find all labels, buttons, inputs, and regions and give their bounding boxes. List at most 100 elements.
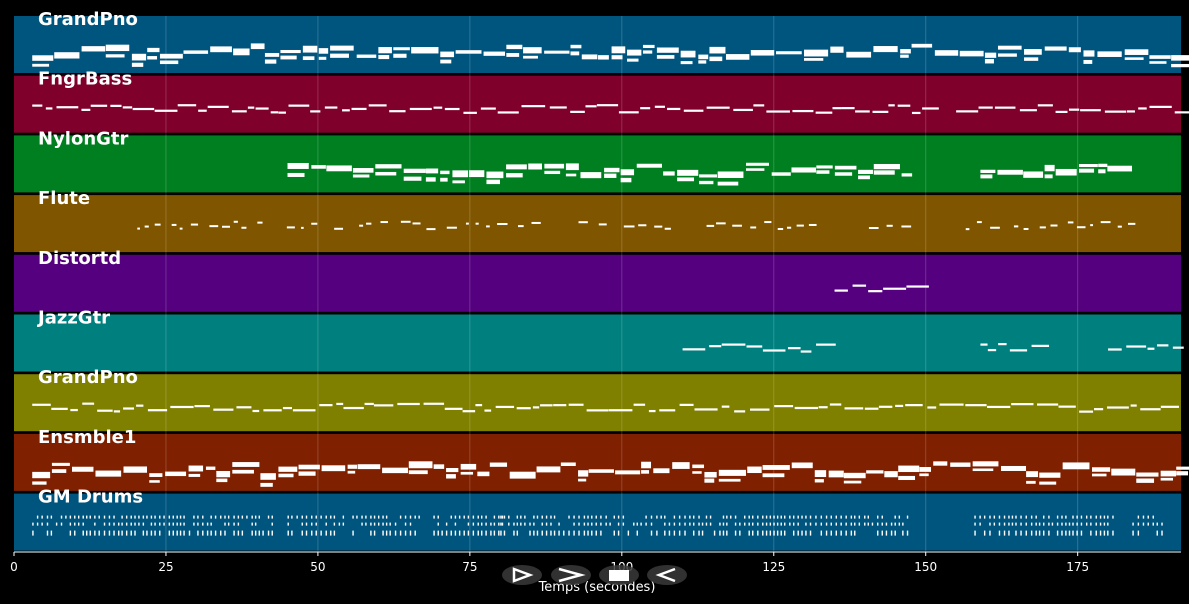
drum-hit [445, 522, 448, 526]
drum-hit [224, 522, 226, 526]
note-mark [984, 58, 994, 64]
drum-hit [74, 515, 76, 519]
drum-hit [529, 522, 531, 526]
note-mark [45, 107, 53, 110]
drum-hit [176, 515, 178, 519]
drum-hit [1099, 522, 1102, 526]
drum-hit [640, 522, 642, 526]
note-mark [746, 345, 763, 348]
note-mark [159, 53, 183, 59]
note-mark [321, 465, 346, 472]
drum-hit [850, 522, 853, 526]
drum-hit [498, 515, 500, 519]
note-mark [980, 174, 993, 179]
drum-hit [342, 515, 345, 519]
note-mark [886, 224, 893, 227]
x-axis-title: Temps (secondes) [538, 580, 656, 595]
note-mark [280, 55, 297, 60]
note-mark [680, 61, 693, 65]
drum-hit [481, 530, 483, 536]
drum-hit [871, 522, 874, 526]
drum-hit [776, 522, 779, 526]
drum-hit [233, 530, 235, 536]
note-mark [654, 225, 663, 228]
note-mark [1044, 164, 1055, 172]
drum-hit [1056, 530, 1059, 536]
drum-hit [103, 522, 106, 526]
note-mark [149, 473, 163, 477]
drum-hit [154, 522, 156, 526]
note-mark [680, 50, 696, 58]
drum-hit [365, 522, 367, 526]
note-mark [241, 226, 247, 229]
note-mark [841, 107, 855, 110]
drum-hit [508, 515, 510, 519]
note-mark [352, 174, 370, 178]
drum-hit [744, 515, 746, 519]
drum-hit [780, 515, 782, 519]
drum-hit [409, 515, 412, 519]
note-mark [233, 48, 250, 56]
note-mark [659, 409, 676, 412]
note-mark [642, 44, 655, 49]
drum-hit [678, 515, 681, 519]
track-name-label: NylonGtr [38, 128, 129, 149]
forward-button[interactable] [551, 565, 591, 585]
drum-hit [845, 522, 847, 526]
note-mark [311, 222, 318, 225]
note-mark [280, 49, 301, 54]
note-mark [852, 284, 867, 287]
note-mark [123, 407, 135, 410]
note-mark [1050, 224, 1058, 227]
drum-hit [485, 522, 487, 526]
drum-hit [885, 522, 888, 526]
drum-hit [176, 522, 178, 526]
drum-hit [233, 522, 235, 526]
note-mark [368, 104, 387, 107]
drum-hit [454, 515, 457, 519]
drum-hit [591, 530, 593, 536]
drum-hit [541, 522, 543, 526]
drum-hit [69, 522, 72, 526]
stop-button[interactable] [599, 565, 639, 585]
note-mark [480, 107, 496, 110]
drum-hit [237, 522, 240, 526]
drum-hit [291, 515, 293, 519]
drum-hit [385, 530, 388, 536]
drum-hit [118, 522, 120, 526]
back-button[interactable] [647, 565, 687, 585]
note-mark [122, 106, 133, 109]
drum-hit [130, 522, 132, 526]
drum-hit [573, 522, 575, 526]
note-mark [1127, 222, 1136, 225]
drum-hit [103, 530, 106, 536]
note-mark [82, 402, 95, 405]
note-mark [278, 466, 298, 472]
drum-hit [125, 530, 128, 536]
drum-hit [650, 530, 653, 536]
note-mark [725, 54, 750, 60]
drum-hit [825, 530, 828, 536]
drum-hit [801, 515, 803, 519]
drum-hit [1043, 530, 1045, 536]
drum-hit [477, 530, 479, 536]
drum-hit [784, 515, 786, 519]
note-mark [380, 221, 388, 224]
drum-hit [797, 515, 799, 519]
note-mark [654, 105, 665, 108]
drum-hit [979, 522, 981, 526]
note-mark [288, 104, 310, 107]
note-mark [71, 466, 94, 472]
note-mark [588, 469, 614, 473]
play-button[interactable] [502, 565, 542, 585]
note-mark [523, 55, 538, 59]
drum-hit [325, 530, 327, 536]
note-mark [745, 168, 765, 171]
note-mark [750, 50, 775, 56]
drum-hit [142, 530, 145, 536]
drum-hit [595, 515, 597, 519]
note-mark [311, 165, 326, 169]
track-band [14, 374, 1181, 432]
note-mark [978, 106, 993, 109]
drum-hit [262, 530, 264, 536]
